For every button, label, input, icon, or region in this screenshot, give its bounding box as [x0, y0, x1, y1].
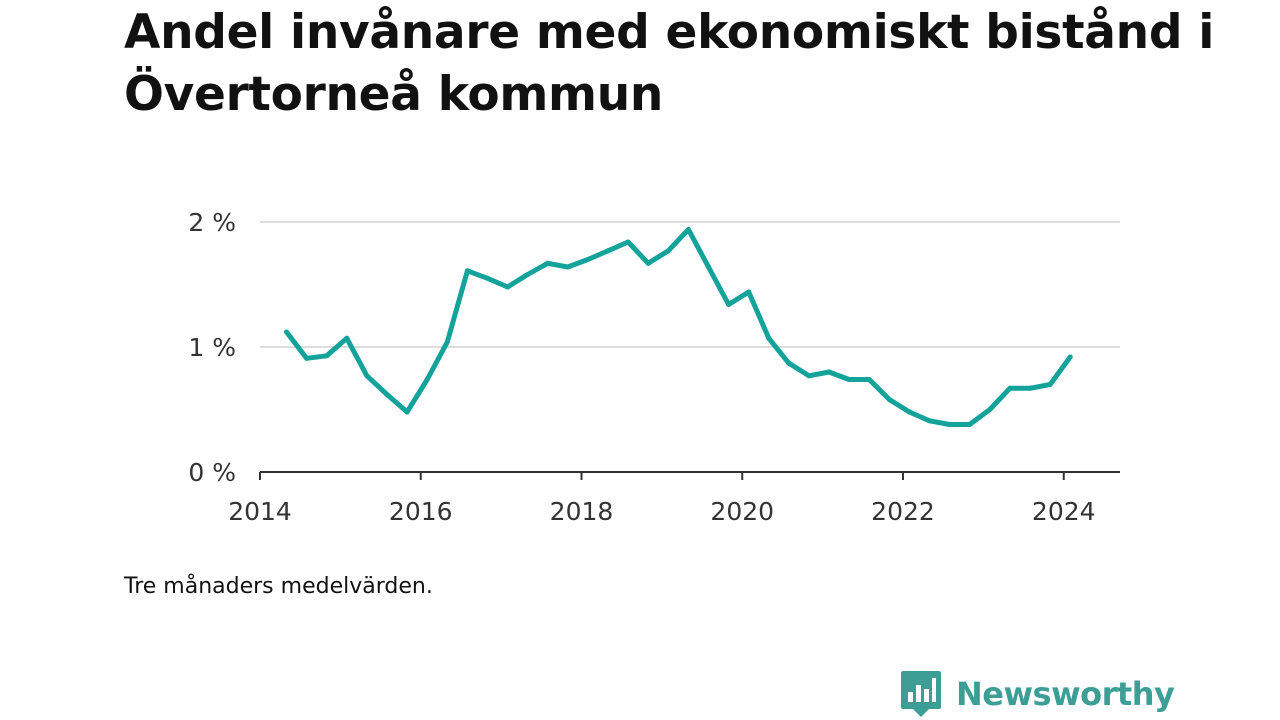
y-tick-label: 0 % [188, 458, 236, 487]
data-point [1007, 385, 1013, 391]
data-point [886, 397, 892, 402]
data-point [846, 377, 852, 382]
brand-name: Newsworthy [956, 675, 1175, 713]
data-point [1047, 382, 1053, 387]
data-point [324, 353, 330, 359]
data-point [967, 422, 973, 427]
data-point [665, 248, 671, 254]
line-chart: 0 % 1 % 2 % 2014 2016 2018 2020 2022 2024 [188, 208, 1120, 526]
data-point [384, 392, 390, 397]
y-axis: 0 % 1 % 2 % [188, 208, 236, 487]
data-point [987, 407, 993, 412]
data-point [706, 264, 711, 270]
data-point [826, 369, 832, 375]
chat-bar-chart-icon [901, 671, 941, 717]
series-line [284, 227, 1073, 427]
data-point [505, 284, 511, 290]
data-point [605, 248, 611, 254]
data-point [1027, 385, 1033, 391]
data-point [766, 335, 772, 341]
data-point [545, 260, 551, 266]
brand-logo: Newsworthy [900, 670, 1175, 718]
data-point [444, 339, 450, 345]
data-point [685, 227, 691, 232]
data-point [404, 409, 410, 415]
x-tick-label: 2018 [550, 497, 614, 526]
data-point [485, 275, 490, 281]
x-tick-label: 2016 [389, 497, 453, 526]
data-point [906, 409, 912, 415]
data-point [645, 260, 651, 266]
data-point [786, 360, 792, 366]
data-point [424, 377, 430, 382]
data-point [947, 422, 953, 427]
data-point [565, 264, 571, 270]
x-axis: 2014 2016 2018 2020 2022 2024 [228, 471, 1120, 526]
data-point [927, 418, 932, 424]
x-tick-label: 2014 [228, 497, 292, 526]
x-tick-label: 2020 [710, 497, 774, 526]
y-tick-label: 2 % [188, 208, 236, 237]
data-point [284, 329, 289, 335]
gridlines [260, 221, 1120, 348]
chart-title: Andel invånare med ekonomiskt bistånd i … [124, 5, 1215, 122]
data-point [726, 302, 732, 307]
data-point [585, 257, 591, 262]
data-point [625, 239, 631, 245]
data-point [304, 355, 310, 361]
y-tick-label: 1 % [188, 333, 236, 362]
data-point [806, 373, 812, 379]
data-point [344, 335, 350, 341]
chart-note: Tre månaders medelvärden. [124, 574, 433, 599]
data-point [525, 272, 531, 277]
data-point [1067, 354, 1073, 360]
data-point [464, 268, 470, 274]
data-point [866, 377, 872, 382]
plot-area [284, 227, 1073, 427]
data-point [364, 373, 370, 379]
x-tick-label: 2024 [1032, 497, 1096, 526]
data-point [746, 289, 752, 295]
x-tick-label: 2022 [871, 497, 935, 526]
